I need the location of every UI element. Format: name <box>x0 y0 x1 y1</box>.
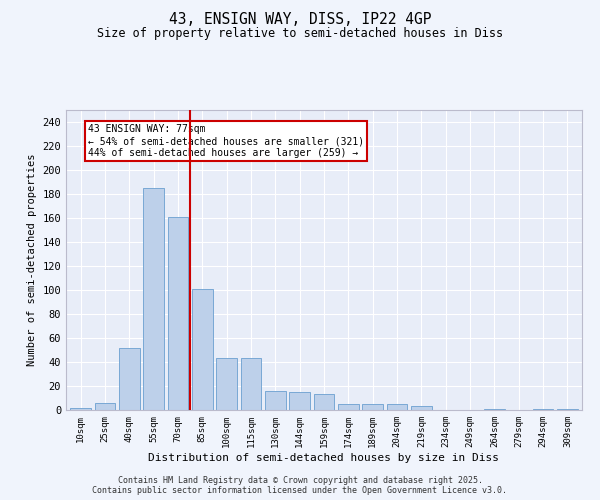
Bar <box>338 404 359 410</box>
Text: Size of property relative to semi-detached houses in Diss: Size of property relative to semi-detach… <box>97 28 503 40</box>
Bar <box>119 348 140 410</box>
Bar <box>386 404 407 410</box>
Bar <box>557 409 578 410</box>
Bar <box>192 289 212 410</box>
Bar <box>314 394 334 410</box>
Y-axis label: Number of semi-detached properties: Number of semi-detached properties <box>27 154 37 366</box>
Text: 43 ENSIGN WAY: 77sqm
← 54% of semi-detached houses are smaller (321)
44% of semi: 43 ENSIGN WAY: 77sqm ← 54% of semi-detac… <box>88 124 364 158</box>
Bar <box>167 217 188 410</box>
Bar <box>411 406 432 410</box>
Bar <box>484 409 505 410</box>
Bar <box>70 408 91 410</box>
Bar <box>95 403 115 410</box>
Bar <box>362 404 383 410</box>
Bar <box>241 358 262 410</box>
Bar <box>216 358 237 410</box>
Text: Contains HM Land Registry data © Crown copyright and database right 2025.: Contains HM Land Registry data © Crown c… <box>118 476 482 485</box>
Bar <box>533 409 553 410</box>
X-axis label: Distribution of semi-detached houses by size in Diss: Distribution of semi-detached houses by … <box>149 452 499 462</box>
Bar <box>143 188 164 410</box>
Bar <box>265 391 286 410</box>
Text: 43, ENSIGN WAY, DISS, IP22 4GP: 43, ENSIGN WAY, DISS, IP22 4GP <box>169 12 431 28</box>
Text: Contains public sector information licensed under the Open Government Licence v3: Contains public sector information licen… <box>92 486 508 495</box>
Bar <box>289 392 310 410</box>
